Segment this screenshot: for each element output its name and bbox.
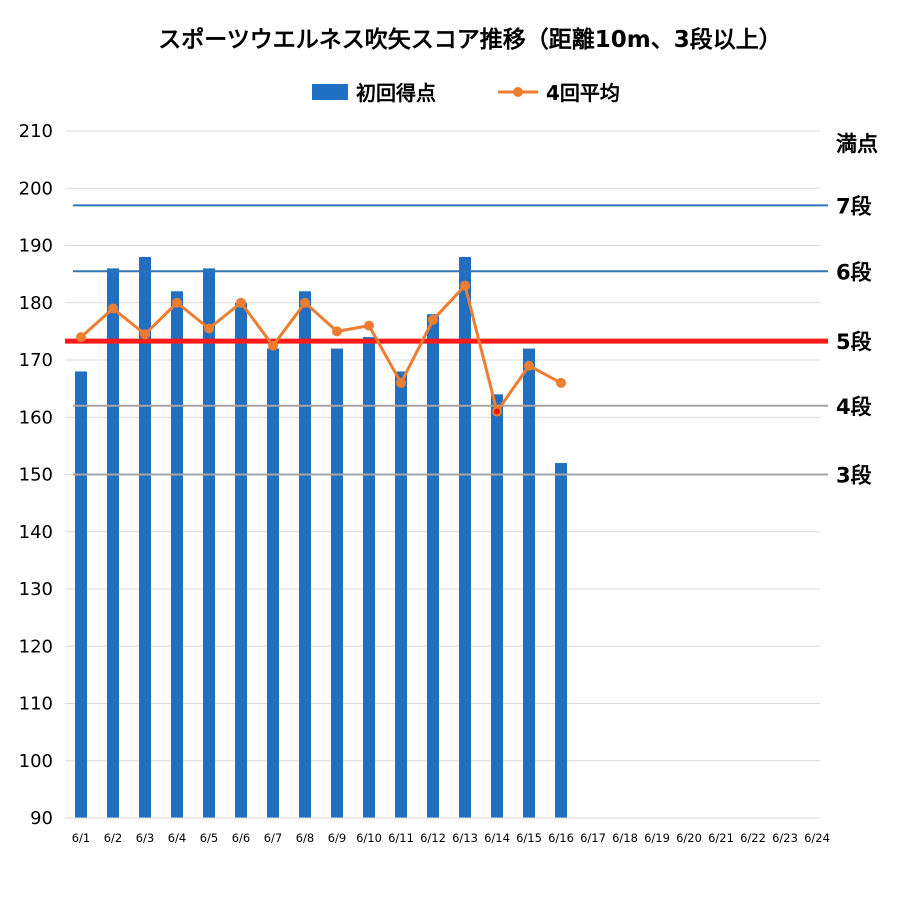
- gridlines: [65, 130, 820, 819]
- rank-labels: 満点 7段 6段 5段 4段 3段: [836, 132, 878, 488]
- bar-series: [75, 256, 567, 818]
- bar-6/6: [235, 302, 247, 818]
- x-tick-label: 6/15: [516, 831, 542, 845]
- chart-legend: 初回得点 4回平均: [312, 81, 620, 105]
- bar-6/16: [555, 463, 567, 818]
- x-tick-label: 6/24: [804, 831, 830, 845]
- x-tick-label: 6/3: [136, 831, 155, 845]
- legend-line-label: 4回平均: [546, 81, 620, 105]
- x-tick-label: 6/5: [200, 831, 219, 845]
- legend-bar-label: 初回得点: [356, 81, 436, 105]
- bar-6/7: [267, 348, 279, 818]
- average-point-6/8: [300, 297, 310, 308]
- chart-title: スポーツウエルネス吹矢スコア推移（距離10m、3段以上）: [158, 26, 782, 53]
- y-tick-label: 170: [19, 350, 53, 371]
- bar-6/11: [395, 371, 407, 818]
- x-tick-label: 6/21: [708, 831, 734, 845]
- x-tick-label: 6/18: [612, 831, 638, 845]
- average-point-6/9: [332, 326, 342, 337]
- y-tick-label: 120: [19, 636, 53, 657]
- x-tick-label: 6/11: [388, 831, 414, 845]
- bar-6/4: [171, 291, 183, 818]
- bar-6/14: [491, 394, 503, 818]
- y-tick-label: 110: [19, 694, 53, 715]
- x-axis-ticks: 6/1 6/2 6/3 6/4 6/5 6/6 6/7 6/8 6/9 6/10 6/11 6/12 6…: [72, 831, 830, 845]
- average-line: [79, 284, 562, 414]
- bar-6/13: [459, 256, 471, 818]
- average-point-6/2: [108, 303, 118, 314]
- bar-6/5: [203, 268, 215, 818]
- average-point-6/4: [172, 297, 182, 308]
- x-tick-label: 6/17: [580, 831, 606, 845]
- x-tick-label: 6/23: [772, 831, 798, 845]
- x-tick-label: 6/9: [328, 831, 347, 845]
- x-tick-label: 6/7: [264, 831, 283, 845]
- bar-6/9: [331, 348, 343, 818]
- x-tick-label: 6/14: [484, 831, 510, 845]
- rank-label: 6段: [836, 260, 872, 284]
- average-point-6/15: [524, 360, 534, 371]
- bar-6/10: [363, 337, 375, 818]
- x-tick-label: 6/8: [296, 831, 315, 845]
- x-tick-label: 6/4: [168, 831, 187, 845]
- rank-label: 7段: [836, 194, 872, 218]
- average-point-6/13: [460, 280, 470, 291]
- average-point-6/1: [76, 332, 86, 343]
- x-tick-label: 6/16: [548, 831, 574, 845]
- y-tick-label: 130: [19, 579, 53, 600]
- x-tick-label: 6/13: [452, 831, 478, 845]
- y-tick-label: 210: [19, 121, 53, 142]
- x-tick-label: 6/19: [644, 831, 670, 845]
- bar-6/12: [427, 314, 439, 818]
- y-tick-label: 160: [19, 407, 53, 428]
- average-point-6/12: [428, 314, 438, 325]
- x-tick-label: 6/6: [232, 831, 251, 845]
- average-point-6/10: [364, 320, 374, 331]
- x-tick-label: 6/1: [72, 831, 91, 845]
- bar-6/2: [107, 268, 119, 818]
- rank-reference-lines: [65, 204, 828, 476]
- y-tick-label: 140: [19, 522, 53, 543]
- average-point-6/3: [140, 329, 150, 340]
- bar-6/8: [299, 291, 311, 818]
- average-line-series: [76, 280, 566, 417]
- rank-label: 満点: [836, 132, 878, 156]
- average-point-6/5: [204, 323, 214, 334]
- average-point-6/7: [268, 340, 278, 351]
- y-tick-label: 200: [19, 178, 53, 199]
- bar-6/3: [139, 256, 151, 818]
- bar-6/15: [523, 348, 535, 818]
- average-point-6/11: [396, 377, 406, 388]
- y-axis-ticks: 90 100 110 120 130 140 150 160 170 180 190 200 210: [19, 121, 53, 829]
- rank-label: 3段: [836, 464, 872, 488]
- x-tick-label: 6/12: [420, 831, 446, 845]
- rank-label: 4段: [836, 395, 872, 419]
- rank-label: 5段: [836, 330, 872, 354]
- x-tick-label: 6/2: [104, 831, 123, 845]
- bar-6/1: [75, 371, 87, 818]
- legend-bar-swatch: [312, 84, 348, 100]
- x-tick-label: 6/22: [740, 831, 766, 845]
- legend-line-marker: [513, 87, 523, 97]
- y-tick-label: 90: [30, 808, 53, 829]
- average-point-highlight: [494, 408, 500, 415]
- y-tick-label: 190: [19, 236, 53, 257]
- x-tick-label: 6/10: [356, 831, 382, 845]
- average-point-6/16: [556, 377, 566, 388]
- y-tick-label: 150: [19, 465, 53, 486]
- y-tick-label: 180: [19, 293, 53, 314]
- y-tick-label: 100: [19, 751, 53, 772]
- x-tick-label: 6/20: [676, 831, 702, 845]
- average-point-6/6: [236, 297, 246, 308]
